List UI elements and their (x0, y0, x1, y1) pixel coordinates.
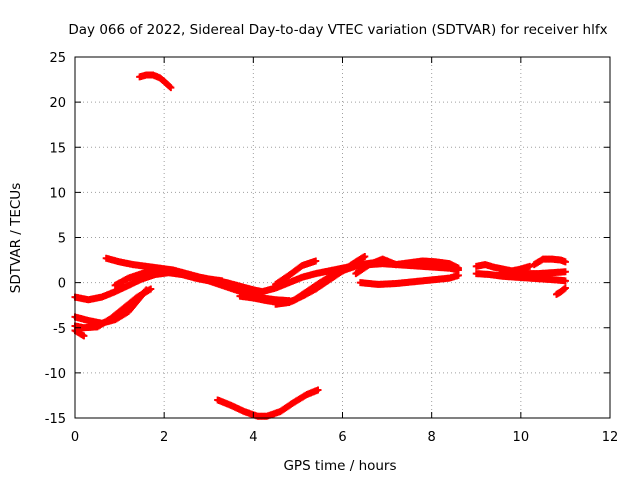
y-tick-label: 5 (58, 232, 66, 247)
data-point (314, 386, 322, 394)
y-axis-label: SDTVAR / TECUs (8, 183, 24, 293)
y-tick-label: 0 (58, 277, 66, 292)
x-tick-label: 4 (249, 430, 257, 445)
series-arc-12 (272, 257, 320, 288)
y-tick-label: 20 (49, 96, 66, 111)
chart-title: Day 066 of 2022, Sidereal Day-to-day VTE… (68, 22, 607, 38)
data-point (167, 84, 175, 92)
series-arc-17 (495, 268, 569, 279)
data-point (561, 277, 569, 285)
axis-ticks: 0 2 4 6 8 10 12 -15 -10 -5 0 5 10 15 20 25 (45, 51, 619, 445)
x-tick-label: 12 (602, 430, 619, 445)
data-point (147, 285, 155, 293)
data-point (561, 258, 569, 266)
y-tick-label: -5 (53, 322, 66, 337)
x-tick-label: 10 (513, 430, 530, 445)
series-arc-15 (472, 261, 534, 275)
data-point (166, 83, 174, 91)
series-arc-6 (71, 326, 88, 340)
series-arc-11 (272, 252, 369, 308)
series-arc-18 (530, 255, 569, 269)
data-points (71, 71, 569, 420)
x-tick-label: 8 (428, 430, 436, 445)
data-point (312, 257, 320, 265)
series-arc-2 (214, 386, 322, 420)
series-arc-13 (352, 255, 462, 278)
x-tick-label: 2 (160, 430, 168, 445)
y-tick-label: -15 (45, 412, 66, 427)
data-point (361, 252, 369, 260)
series-arc-14 (356, 271, 462, 288)
series-arc-1 (136, 71, 175, 92)
y-tick-label: 25 (49, 51, 66, 66)
x-tick-label: 6 (338, 430, 346, 445)
y-tick-label: 15 (49, 141, 66, 156)
y-tick-label: -10 (45, 367, 66, 382)
data-point (561, 268, 569, 276)
x-tick-label: 0 (71, 430, 79, 445)
y-tick-label: 10 (49, 186, 66, 201)
grid-lines (75, 57, 610, 418)
x-axis-label: GPS time / hours (283, 458, 396, 474)
data-point (80, 332, 88, 340)
data-point (561, 284, 569, 292)
data-point (454, 271, 462, 279)
data-point (454, 264, 462, 272)
data-point (526, 262, 534, 270)
series-arc-19 (553, 284, 569, 298)
